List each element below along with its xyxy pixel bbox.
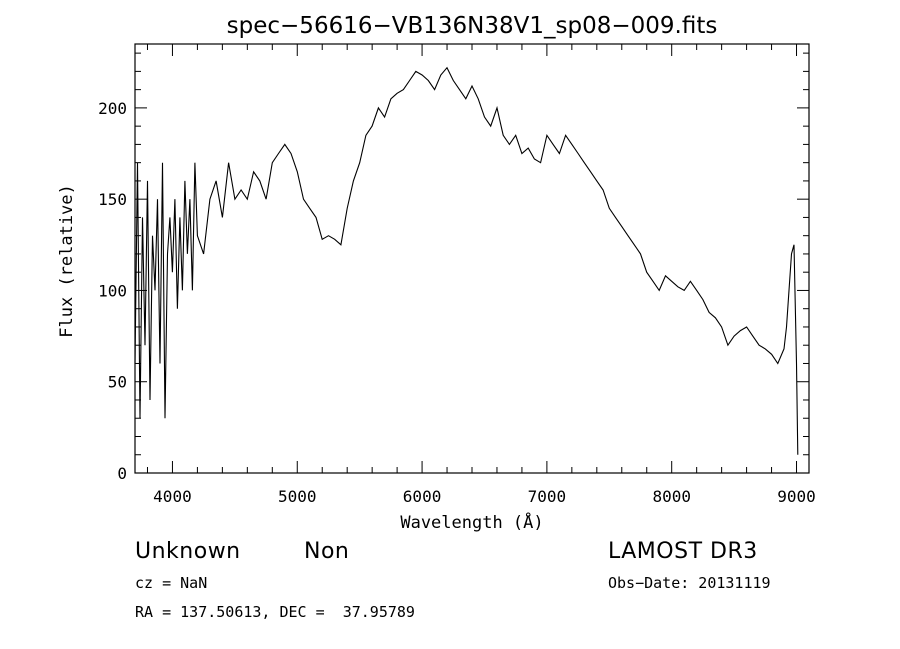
y-axis-label: Flux (relative) [57, 184, 77, 338]
spectrum-line [134, 66, 799, 455]
y-tick-label: 0 [117, 464, 127, 483]
axis-ticks [135, 44, 809, 474]
x-tick-labels: 4000 5000 6000 7000 8000 9000 [153, 487, 816, 506]
subclass-label: Non [304, 539, 350, 564]
chart-title: spec−56616−VB136N38V1_sp08−009.fits [227, 13, 718, 39]
x-tick-label: 9000 [777, 487, 816, 506]
class-label: Unknown [135, 539, 241, 564]
x-tick-label: 7000 [528, 487, 567, 506]
x-axis-label: Wavelength (Å) [400, 511, 543, 533]
cz-label: cz = NaN [135, 574, 208, 592]
y-tick-labels: 0 50 100 150 200 [98, 99, 127, 483]
x-tick-label: 5000 [278, 487, 317, 506]
y-tick-label: 50 [108, 373, 127, 392]
coords-label: RA = 137.50613, DEC = 37.95789 [135, 603, 415, 621]
survey-label: LAMOST DR3 [608, 539, 758, 564]
y-tick-label: 100 [98, 281, 127, 300]
plot-frame [134, 43, 810, 474]
x-tick-label: 4000 [153, 487, 192, 506]
obs-date-label: Obs−Date: 20131119 [608, 574, 771, 592]
x-tick-label: 8000 [652, 487, 691, 506]
y-tick-label: 150 [98, 190, 127, 209]
x-tick-label: 6000 [403, 487, 442, 506]
y-tick-label: 200 [98, 99, 127, 118]
